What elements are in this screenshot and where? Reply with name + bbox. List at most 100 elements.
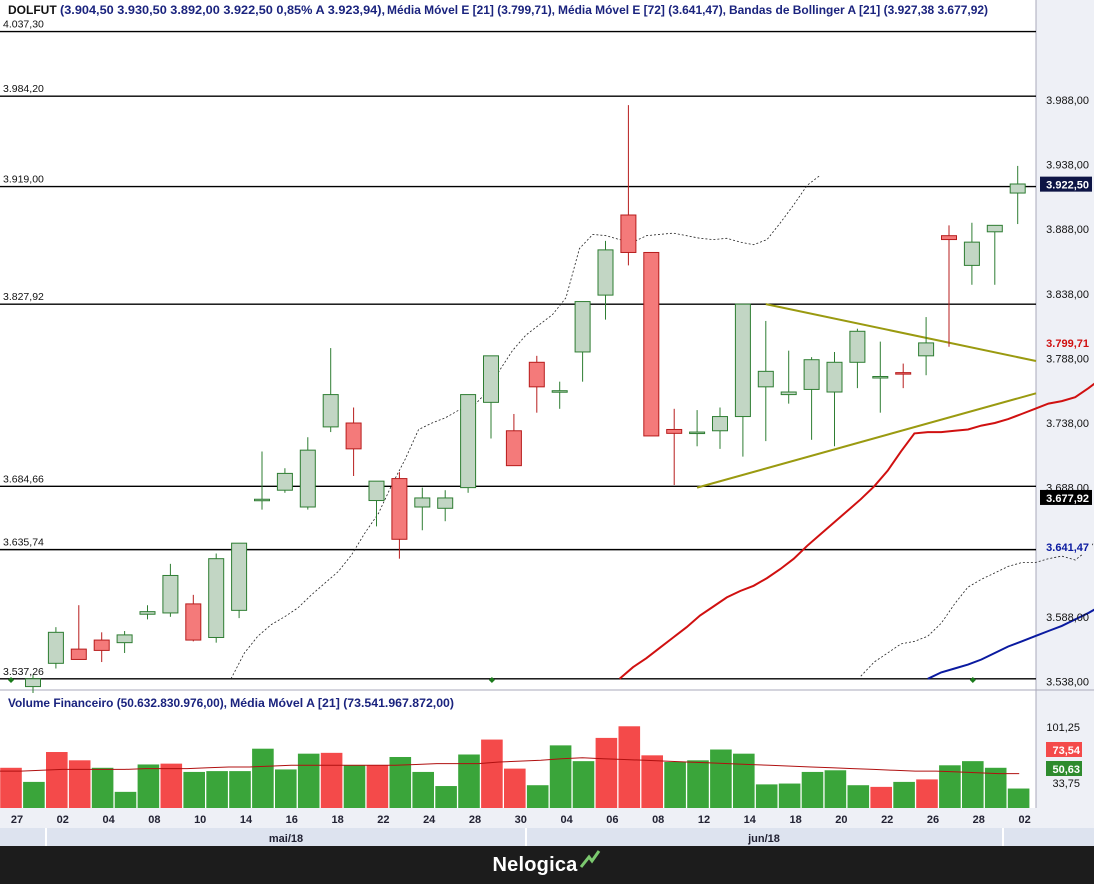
candle-body	[25, 678, 41, 688]
time-axis-tick-label: 30	[515, 814, 527, 826]
time-axis-tick-label: 28	[469, 814, 481, 826]
volume-bar	[435, 786, 457, 808]
horizontal-levels: 4.037,30 3.984,20 3.919,00 3.827,92 3.684,66…	[0, 19, 1036, 680]
candle-body	[757, 370, 774, 388]
time-axis-tick-label: 12	[698, 814, 710, 826]
volume-bar	[755, 784, 778, 808]
volume-panel: 101,25 33,75 73,54 50,63	[0, 722, 1082, 808]
candle-body	[712, 416, 728, 432]
candle-body	[963, 241, 980, 266]
indicator-series	[230, 174, 1094, 680]
candle-body	[437, 497, 454, 509]
candle-body	[780, 391, 797, 396]
volume-bar	[23, 781, 45, 808]
event-marker	[488, 677, 495, 683]
candle-body	[551, 390, 568, 393]
volume-bar	[137, 764, 160, 808]
trendline	[765, 303, 1037, 362]
volume-bar	[297, 753, 320, 808]
header-bollinger: Bandas de Bollinger A [21] (3.927,38 3.6…	[729, 3, 988, 17]
time-axis-tick-label: 02	[1018, 814, 1030, 826]
last-price-badge-bg	[1040, 176, 1092, 192]
time-axis-tick-label: 14	[744, 814, 757, 826]
volume-bar	[687, 760, 709, 808]
axes: 3.988,00 3.938,00 3.888,00 3.838,00 3.788,00…	[11, 95, 1092, 846]
bollinger-lower-badge-bg	[1040, 489, 1092, 505]
candle-body	[322, 394, 339, 428]
time-axis-tick-label: 08	[148, 814, 160, 826]
volume-bar	[458, 754, 480, 808]
price-axis-tick-label: 3.838,00	[1046, 289, 1089, 301]
bollinger-lower-badge: 3.677,92	[1046, 493, 1089, 505]
time-axis-background	[0, 808, 1094, 828]
time-axis-tick-label: 22	[881, 814, 893, 826]
volume-bar	[595, 737, 618, 808]
price-candles	[8, 105, 1026, 694]
volume-bar	[641, 755, 663, 808]
horizontal-level-label: 3.635,74	[3, 537, 44, 549]
chart-background	[0, 0, 1094, 846]
volume-last-badge: 50,63	[1052, 764, 1080, 776]
price-axis-tick-label: 3.988,00	[1046, 95, 1089, 107]
volume-bar	[0, 767, 22, 808]
candle-body	[941, 235, 957, 241]
volume-bar	[778, 783, 801, 808]
candle-body	[368, 480, 385, 502]
volume-last-badge-bg	[1046, 761, 1082, 776]
candle-body	[162, 574, 179, 614]
volume-bar	[664, 761, 686, 808]
horizontal-level-label: 3.984,20	[3, 83, 44, 95]
candle-body	[139, 611, 156, 615]
volume-ma-line	[0, 757, 1020, 775]
volume-bar	[572, 761, 595, 808]
candle-body	[620, 214, 637, 253]
volume-ma-title: Média Móvel A [21] (73.541.967.872,00)	[230, 696, 454, 710]
volume-bar	[1007, 788, 1030, 808]
volume-bar	[160, 763, 183, 808]
volume-axis-tick-label: 101,25	[1046, 722, 1080, 734]
candle-body	[391, 478, 408, 540]
volume-bar	[389, 756, 412, 808]
candle-body	[849, 330, 866, 363]
ema21-badge-bg	[1040, 334, 1092, 350]
volume-bar	[549, 745, 572, 808]
candle-body	[70, 648, 87, 660]
candle-body	[666, 428, 683, 434]
event-marker	[8, 677, 14, 683]
time-axis-tick-label: 27	[11, 814, 23, 826]
horizontal-level-label: 4.037,30	[3, 19, 44, 31]
time-axis-tick-label: 08	[652, 814, 664, 826]
volume-ma-badge-bg	[1046, 742, 1082, 757]
candle-body	[505, 430, 522, 467]
volume-bar	[618, 726, 641, 808]
candle-body	[872, 376, 889, 379]
last-price-badge: 3.922,50	[1046, 180, 1089, 192]
volume-bar	[320, 752, 343, 808]
time-axis-tick-label: 06	[606, 814, 618, 826]
volume-bar	[870, 786, 892, 808]
horizontal-level-label: 3.827,92	[3, 291, 44, 303]
volume-bar	[847, 785, 870, 808]
candle-body	[414, 497, 431, 508]
price-axis-tick-label: 3.588,00	[1046, 612, 1089, 624]
volume-bar	[252, 748, 274, 808]
candle-body	[254, 498, 270, 502]
volume-bar	[114, 791, 137, 808]
price-axis-background	[1036, 0, 1094, 846]
time-axis-tick-label: 14	[240, 814, 253, 826]
volume-bar	[366, 765, 389, 808]
price-axis-tick-label: 3.938,00	[1046, 160, 1089, 172]
candle-body	[116, 634, 133, 644]
candle-body	[276, 472, 293, 491]
candle-body	[1009, 183, 1026, 194]
candle-body	[689, 431, 706, 435]
candle-body	[93, 639, 110, 651]
candle-body	[231, 542, 248, 611]
horizontal-level-label: 3.537,26	[3, 666, 44, 678]
candle-body	[528, 361, 545, 388]
candle-body	[483, 355, 499, 403]
ema21-line	[618, 382, 1094, 680]
candle-body	[918, 342, 935, 357]
volume-bar	[68, 760, 91, 808]
